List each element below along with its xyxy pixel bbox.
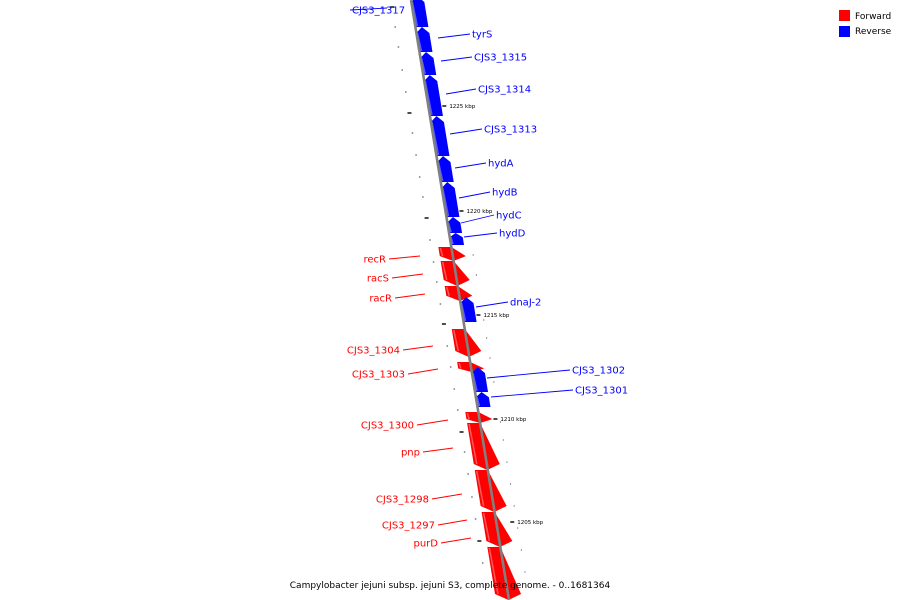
gene-cjs3-1302-feature <box>471 367 489 392</box>
tick-label: 1210 kbp <box>500 417 526 423</box>
tick-marks: 1225 kbp 1220 kbp 1215 kbp 1210 kbp 1205 kbp <box>390 6 544 586</box>
gene-label-dnaj-2: dnaJ-2 <box>510 298 541 309</box>
gene-label-cjs3-1313: CJS3_1313 <box>484 125 537 136</box>
gene-tyrs-feature <box>416 27 433 52</box>
gene-label-cjs3-1301: CJS3_1301 <box>575 386 628 397</box>
gene-label-hydc: hydC <box>496 211 522 222</box>
gene-leader-dnaj-2 <box>475 301 509 308</box>
gene-leader-purd <box>440 537 472 544</box>
tick-label: 1225 kbp <box>449 104 475 110</box>
gene-cjs3-1298-highlight <box>476 470 485 507</box>
gene-label-hyda: hydA <box>488 159 514 170</box>
gene-label-cjs3-1303: CJS3_1303 <box>352 370 405 381</box>
genome-backbone <box>409 0 511 600</box>
gene-leader-hyda <box>454 162 487 169</box>
gene-leader-cjs3-1300 <box>416 419 449 426</box>
gene-cjs3-1297-highlight <box>482 512 491 542</box>
gene-leader-cjs3-1315 <box>440 56 473 62</box>
gene-leader-pnp <box>422 447 454 453</box>
gene-leader-hydd <box>463 232 498 238</box>
gene-leader-cjs3-1301 <box>490 389 574 398</box>
tick-label: 1205 kbp <box>517 520 543 526</box>
gene-label-cjs3-1298: CJS3_1298 <box>376 495 429 506</box>
gene-label-cjs3-1297: CJS3_1297 <box>382 521 435 532</box>
gene-cjs3-1304-highlight <box>453 329 460 352</box>
gene-recr-highlight <box>439 247 444 257</box>
gene-purd-highlight <box>488 547 499 595</box>
gene-label-cjs3-1304: CJS3_1304 <box>347 346 400 357</box>
legend-forward-swatch <box>839 10 850 21</box>
legend-reverse-swatch <box>839 26 850 37</box>
gene-leader-cjs3-1298 <box>431 493 463 500</box>
gene-leader-cjs3-1314 <box>445 88 477 95</box>
gene-cjs3-1315-feature <box>420 52 437 75</box>
gene-cjs3-1301-feature <box>475 392 491 407</box>
gene-leader-hydb <box>458 191 491 199</box>
gene-leader-recr <box>388 255 421 260</box>
gene-hydc-feature <box>447 217 463 233</box>
legend-reverse-label: Reverse <box>855 27 892 37</box>
map-caption: Campylobacter jejuni subsp. jejuni S3, c… <box>290 581 611 591</box>
legend: Forward Reverse <box>839 10 892 37</box>
gene-hydd-feature <box>449 233 465 245</box>
gene-racr-highlight <box>445 286 450 296</box>
gene-leader-tyrs <box>437 33 471 39</box>
gene-label-hydb: hydB <box>492 188 518 199</box>
gene-dnaj-2-feature <box>460 297 477 322</box>
gene-leader-cjs3-1303 <box>407 368 439 375</box>
gene-labels: CJS3_1317 tyrS CJS3_1315 CJS3_1314 CJS3_1313… <box>347 6 628 550</box>
gene-cjs3-1303-highlight <box>458 362 462 369</box>
gene-label-cjs3-1300: CJS3_1300 <box>361 421 414 432</box>
tick-label: 1215 kbp <box>483 313 509 319</box>
gene-leader-cjs3-1317 <box>349 7 388 11</box>
gene-leader-cjs3-1302 <box>486 369 571 379</box>
gene-label-cjs3-1314: CJS3_1314 <box>478 85 531 96</box>
gene-hyda-feature <box>437 156 454 182</box>
gene-leader-hydc <box>460 214 495 224</box>
tick-label: 1220 kbp <box>466 209 492 215</box>
gene-leader-racr <box>394 293 426 299</box>
gene-label-hydd: hydD <box>499 229 526 240</box>
gene-pnp-highlight <box>468 423 478 465</box>
gene-label-tyrs: tyrS <box>472 30 492 41</box>
gene-label-recr: recR <box>364 255 387 266</box>
gene-label-cjs3-1302: CJS3_1302 <box>572 366 625 377</box>
gene-cjs3-1300-highlight <box>466 412 470 420</box>
gene-label-racr: racR <box>369 294 392 305</box>
gene-label-racs: racS <box>367 274 389 285</box>
gene-leader-cjs3-1313 <box>449 128 483 135</box>
gene-leader-cjs3-1297 <box>437 519 468 526</box>
gene-label-cjs3-1315: CJS3_1315 <box>474 53 527 64</box>
gene-hydd-highlight <box>450 236 454 245</box>
gene-leader-racs <box>391 273 424 279</box>
gene-label-pnp: pnp <box>401 448 420 459</box>
gene-label-cjs3-1317: CJS3_1317 <box>352 6 405 17</box>
gene-racs-highlight <box>441 261 448 281</box>
gene-label-purd: purD <box>414 539 439 550</box>
legend-forward-label: Forward <box>855 12 891 22</box>
gene-leader-cjs3-1304 <box>402 345 434 351</box>
